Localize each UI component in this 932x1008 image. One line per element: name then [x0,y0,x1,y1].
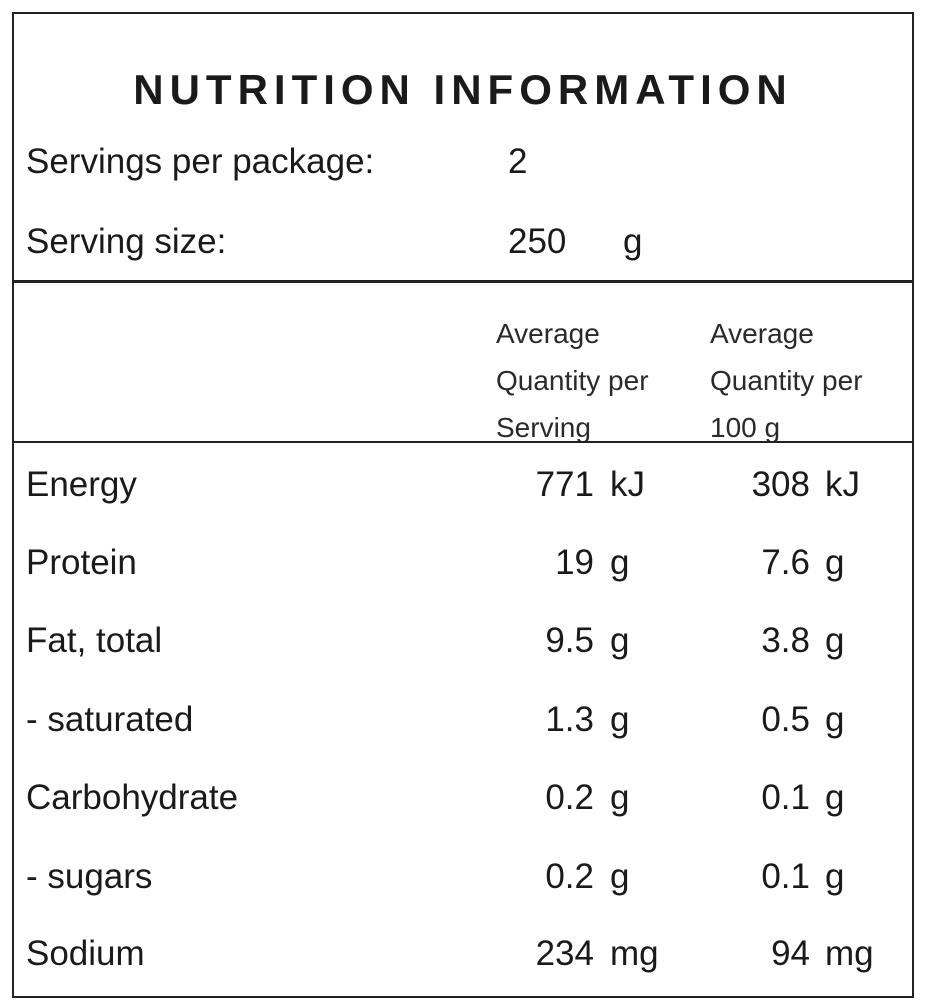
per-100g-value: 7.6 [761,543,810,582]
per-serving-unit: g [610,778,630,817]
nutrient-row-energy: Energy 771 kJ 308 kJ [14,455,912,515]
per-100g-value: 3.8 [761,621,810,660]
column-header-per-serving-line-3: Serving [496,412,591,443]
per-100g-value: 308 [751,465,810,504]
column-header-divider [14,441,912,443]
nutrient-row-sugars: - sugars 0.2 g 0.1 g [14,847,912,907]
per-serving-unit: g [610,621,630,660]
per-100g-unit: g [825,778,845,817]
panel-title: NUTRITION INFORMATION [133,66,793,113]
nutrient-row-carbohydrate: Carbohydrate 0.2 g 0.1 g [14,768,912,828]
per-serving-value: 9.5 [545,621,594,660]
per-serving-unit: kJ [610,465,645,504]
nutrition-panel: NUTRITION INFORMATION Servings per packa… [12,12,914,998]
per-serving-unit: g [610,543,630,582]
per-serving-value: 234 [535,934,594,973]
per-100g-unit: g [825,621,845,660]
nutrient-name: Fat, total [26,621,163,660]
per-100g-value: 0.5 [761,700,810,739]
per-100g-value: 0.1 [761,778,810,817]
nutrient-row-fat-total: Fat, total 9.5 g 3.8 g [14,611,912,671]
nutrient-row-saturated: - saturated 1.3 g 0.5 g [14,690,912,750]
per-serving-unit: mg [610,934,659,973]
nutrient-name: - saturated [26,700,194,739]
nutrient-name: Carbohydrate [26,778,239,817]
column-header-per-serving-line-2: Quantity per [496,365,649,396]
nutrient-name: Protein [26,543,137,582]
per-100g-value: 0.1 [761,857,810,896]
nutrient-name: Sodium [26,934,145,973]
per-100g-unit: g [825,700,845,739]
column-header-per-100g-line-3: 100 g [710,412,781,443]
column-header-per-100g: Average Quantity per 100 g [710,310,863,451]
header-divider-thick [14,280,912,283]
nutrient-name: - sugars [26,857,153,896]
column-header-per-100g-line-1: Average [710,318,814,349]
per-serving-value: 0.2 [545,778,594,817]
per-100g-unit: kJ [825,465,860,504]
serving-size-unit: g [623,222,643,261]
per-serving-unit: g [610,700,630,739]
nutrient-row-sodium: Sodium 234 mg 94 mg [14,924,912,984]
per-serving-unit: g [610,857,630,896]
column-header-per-serving-line-1: Average [496,318,600,349]
serving-size-value: 250 [508,222,567,261]
per-serving-value: 1.3 [545,700,594,739]
per-100g-unit: g [825,543,845,582]
nutrient-row-protein: Protein 19 g 7.6 g [14,533,912,593]
per-100g-unit: mg [825,934,874,973]
servings-per-package-label: Servings per package: [26,142,375,181]
servings-per-package-value: 2 [508,142,528,181]
per-serving-value: 771 [535,465,594,504]
column-header-per-100g-line-2: Quantity per [710,365,863,396]
column-header-per-serving: Average Quantity per Serving [496,310,649,451]
nutrient-name: Energy [26,465,137,504]
serving-size-label: Serving size: [26,222,227,261]
per-100g-unit: g [825,857,845,896]
per-100g-value: 94 [771,934,810,973]
per-serving-value: 19 [555,543,594,582]
per-serving-value: 0.2 [545,857,594,896]
